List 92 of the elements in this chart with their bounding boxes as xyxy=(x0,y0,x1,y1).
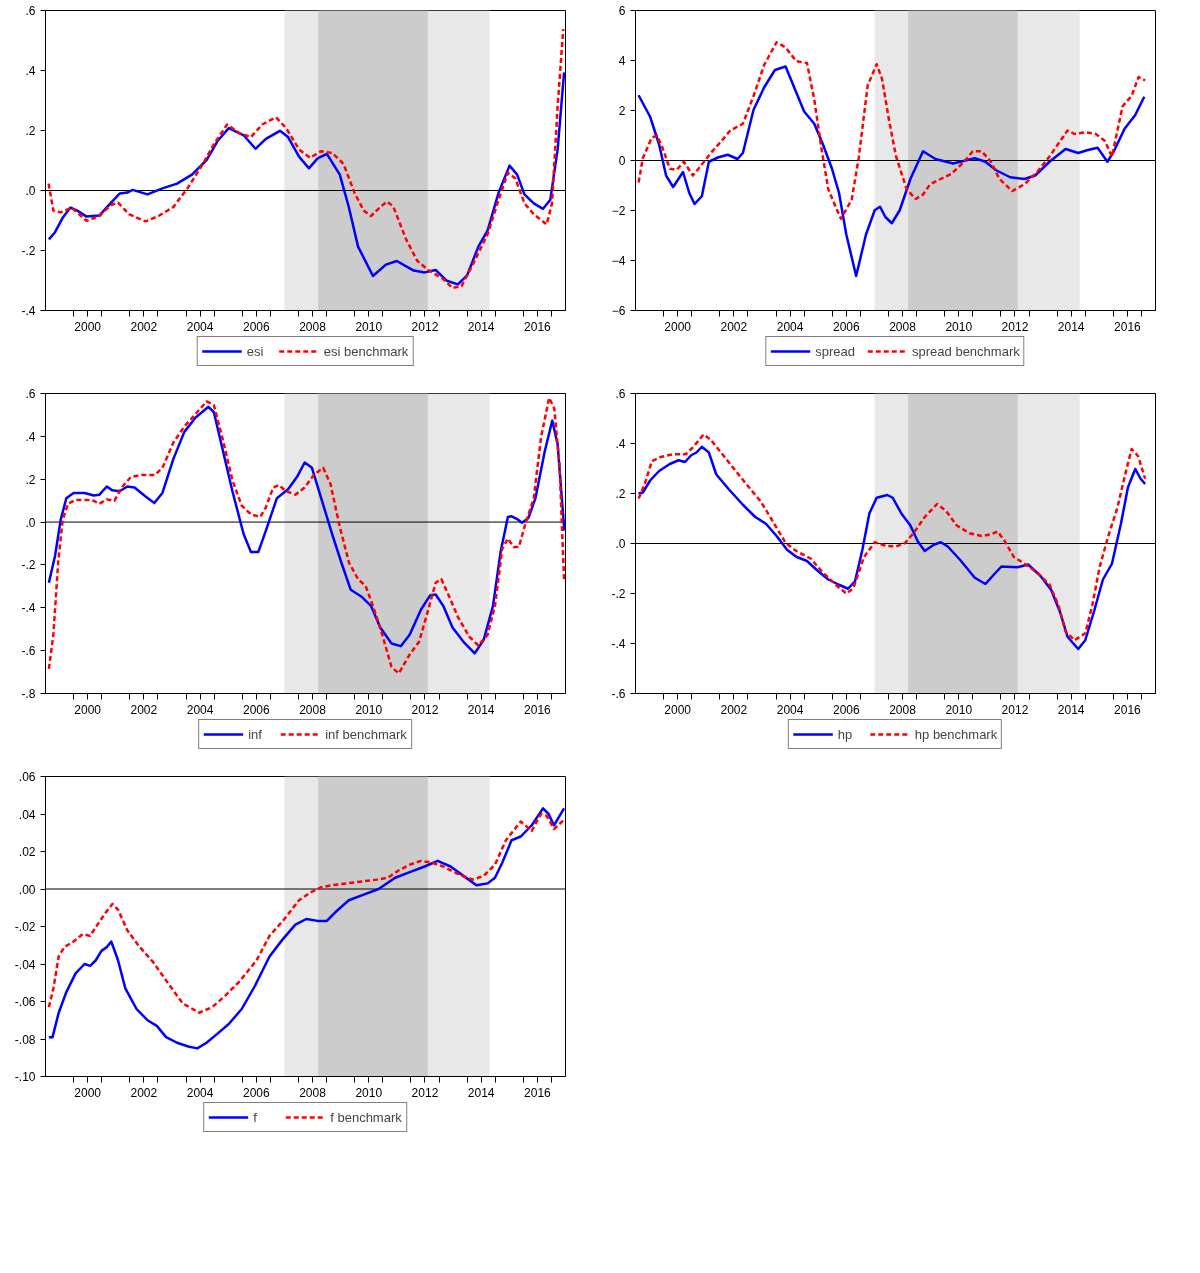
x-tick-label: 2016 xyxy=(524,702,552,717)
y-tick-label: .02 xyxy=(18,845,36,859)
x-tick-label: 2012 xyxy=(411,319,439,334)
x-tick-label: 2004 xyxy=(776,702,804,717)
x-tick-label: 2012 xyxy=(411,702,439,717)
y-tick-label: .2 xyxy=(615,487,626,501)
y-tick-label: .06 xyxy=(18,770,36,784)
y-tick-label: -.02 xyxy=(14,920,36,934)
x-tick-label: 2004 xyxy=(186,1085,214,1100)
x-tick-label: 2002 xyxy=(720,319,748,334)
y-tick-label: .6 xyxy=(25,387,36,401)
x-tick-label: 2014 xyxy=(1057,702,1085,717)
x-tick-label: 2004 xyxy=(186,702,214,717)
legend-label: f benchmark xyxy=(330,1109,402,1125)
x-tick-label: 2008 xyxy=(889,319,917,334)
x-tick-label: 2008 xyxy=(299,1085,327,1100)
x-tick-label: 2016 xyxy=(1114,319,1142,334)
y-tick-label: .00 xyxy=(18,882,36,897)
legend-label: f xyxy=(253,1109,258,1125)
y-tick-label: −6 xyxy=(611,304,626,318)
y-tick-label: 0 xyxy=(618,154,626,168)
y-tick-label: 4 xyxy=(618,54,626,68)
y-tick-label: .0 xyxy=(25,515,36,530)
x-tick-label: 2008 xyxy=(889,702,917,717)
x-tick-label: 2010 xyxy=(945,702,973,717)
x-tick-label: 2002 xyxy=(720,702,748,717)
y-tick-label: -.2 xyxy=(21,558,36,573)
legend-label: spread xyxy=(815,343,856,359)
x-tick-label: 2010 xyxy=(355,319,383,334)
x-tick-label: 2012 xyxy=(411,1085,439,1100)
y-tick-label: -.06 xyxy=(14,995,36,1009)
y-tick-label: .4 xyxy=(615,437,626,451)
x-tick-label: 2010 xyxy=(355,702,383,717)
y-tick-label: .0 xyxy=(25,184,36,198)
x-tick-label: 2006 xyxy=(242,702,270,717)
y-tick-label: -.04 xyxy=(14,957,36,972)
y-tick-label: .4 xyxy=(25,64,36,78)
x-tick-label: 2012 xyxy=(1001,319,1029,334)
y-tick-label: -.6 xyxy=(21,644,36,659)
x-tick-label: 2000 xyxy=(664,319,692,334)
y-tick-label: -.2 xyxy=(611,587,626,601)
x-tick-label: 2004 xyxy=(776,319,804,334)
x-tick-label: 2014 xyxy=(467,702,495,717)
legend-label: hp benchmark xyxy=(914,726,998,742)
x-tick-label: 2016 xyxy=(1114,702,1142,717)
y-tick-label: -.4 xyxy=(21,601,36,616)
y-tick-label: .0 xyxy=(615,537,626,551)
y-tick-label: .4 xyxy=(25,429,36,444)
y-tick-label: -.6 xyxy=(611,687,626,701)
legend-label: esi xyxy=(246,343,265,359)
x-tick-label: 2006 xyxy=(832,319,860,334)
y-tick-label: 2 xyxy=(618,104,626,118)
legend-label: inf benchmark xyxy=(325,726,407,742)
y-tick-label: -.2 xyxy=(21,244,36,258)
y-tick-label: -.8 xyxy=(21,687,36,701)
x-tick-label: 2010 xyxy=(945,319,973,334)
y-tick-label: .6 xyxy=(615,387,626,401)
y-tick-label: .6 xyxy=(25,4,36,18)
x-tick-label: 2012 xyxy=(1001,702,1029,717)
x-tick-label: 2008 xyxy=(299,319,327,334)
x-tick-label: 2006 xyxy=(832,702,860,717)
x-tick-label: 2014 xyxy=(467,1085,495,1100)
x-tick-label: 2002 xyxy=(130,319,158,334)
x-tick-label: 2010 xyxy=(355,1085,383,1100)
y-tick-label: .2 xyxy=(25,472,36,487)
x-tick-label: 2006 xyxy=(242,1085,270,1100)
y-tick-label: -.4 xyxy=(611,637,626,651)
legend-label: esi benchmark xyxy=(323,343,409,359)
x-tick-label: 2014 xyxy=(467,319,495,334)
y-tick-label: -.08 xyxy=(14,1032,36,1047)
y-tick-label: 6 xyxy=(618,4,626,18)
x-tick-label: 2008 xyxy=(299,702,327,717)
legend-label: hp xyxy=(837,726,854,742)
x-tick-label: 2002 xyxy=(130,702,158,717)
x-tick-label: 2014 xyxy=(1057,319,1085,334)
x-tick-label: 2006 xyxy=(242,319,270,334)
x-tick-label: 2016 xyxy=(524,1085,552,1100)
y-tick-label: .04 xyxy=(18,807,36,822)
y-tick-label: −4 xyxy=(611,254,626,268)
x-tick-label: 2000 xyxy=(74,702,102,717)
y-tick-label: -.4 xyxy=(21,304,36,318)
y-tick-label: .2 xyxy=(25,124,36,138)
y-tick-label: −2 xyxy=(611,204,626,218)
x-tick-label: 2000 xyxy=(664,702,692,717)
x-tick-label: 2004 xyxy=(186,319,214,334)
x-tick-label: 2016 xyxy=(524,319,552,334)
x-tick-label: 2002 xyxy=(130,1085,158,1100)
x-tick-label: 2000 xyxy=(74,319,102,334)
x-tick-label: 2000 xyxy=(74,1085,102,1100)
legend-label: inf xyxy=(248,726,263,742)
legend-label: spread benchmark xyxy=(912,343,1020,359)
y-tick-label: -.10 xyxy=(14,1070,36,1084)
